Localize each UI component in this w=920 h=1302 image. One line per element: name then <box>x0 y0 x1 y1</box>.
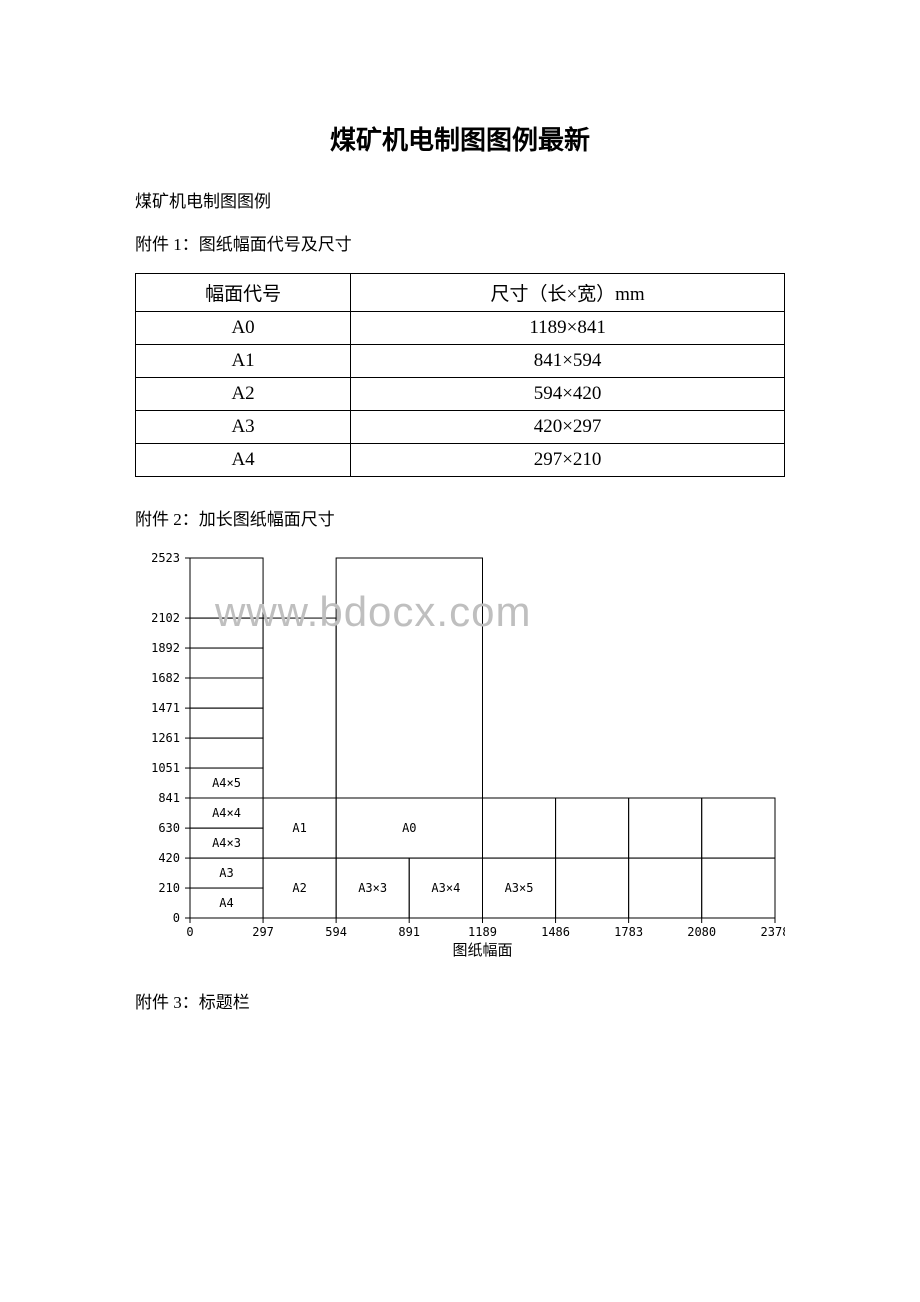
svg-text:A4×3: A4×3 <box>212 836 241 850</box>
svg-text:594: 594 <box>325 925 347 939</box>
svg-text:图纸幅面: 图纸幅面 <box>452 941 512 959</box>
svg-text:A3×4: A3×4 <box>431 881 460 895</box>
svg-text:2102: 2102 <box>151 611 180 625</box>
svg-text:1189: 1189 <box>468 925 497 939</box>
table-cell: A2 <box>136 378 351 411</box>
svg-text:2378: 2378 <box>761 925 785 939</box>
svg-text:0: 0 <box>173 911 180 925</box>
svg-text:891: 891 <box>398 925 420 939</box>
svg-text:A4×5: A4×5 <box>212 776 241 790</box>
table-row: A1841×594 <box>136 345 785 378</box>
svg-text:A2: A2 <box>292 881 306 895</box>
svg-text:630: 630 <box>158 821 180 835</box>
svg-text:2523: 2523 <box>151 551 180 565</box>
paper-size-table: 幅面代号 尺寸（长×宽）mm A01189×841A1841×594A2594×… <box>135 273 785 477</box>
svg-text:210: 210 <box>158 881 180 895</box>
table-row: A2594×420 <box>136 378 785 411</box>
svg-text:841: 841 <box>158 791 180 805</box>
svg-text:1471: 1471 <box>151 701 180 715</box>
svg-text:1486: 1486 <box>541 925 570 939</box>
table-cell: 594×420 <box>351 378 785 411</box>
annex2-label: 附件 2：加长图纸幅面尺寸 <box>135 505 785 530</box>
table-cell: A1 <box>136 345 351 378</box>
table-cell: 1189×841 <box>351 312 785 345</box>
svg-text:A3: A3 <box>219 866 233 880</box>
svg-text:A3×3: A3×3 <box>358 881 387 895</box>
svg-text:1783: 1783 <box>614 925 643 939</box>
svg-text:A0: A0 <box>402 821 416 835</box>
page-container: 煤矿机电制图图例最新 煤矿机电制图图例 附件 1：图纸幅面代号及尺寸 幅面代号 … <box>0 0 920 1071</box>
paper-size-chart: www.bdocx.com A4A3A4×3A4×4A4×5A2A1A0A3×3… <box>135 548 785 968</box>
page-title: 煤矿机电制图图例最新 <box>135 120 785 157</box>
svg-text:297: 297 <box>252 925 274 939</box>
svg-text:1892: 1892 <box>151 641 180 655</box>
svg-text:0: 0 <box>186 925 193 939</box>
svg-text:420: 420 <box>158 851 180 865</box>
table-cell: A3 <box>136 411 351 444</box>
chart-svg: A4 A3 A4×3 A4×4 A4×5 A2 A1 A0 A3×3 A3×4 A3×5 0 297 59… <box>135 548 785 963</box>
subtitle: 煤矿机电制图图例 <box>135 187 785 212</box>
svg-text:A3×5: A3×5 <box>505 881 534 895</box>
svg-text:1051: 1051 <box>151 761 180 775</box>
table-cell: A4 <box>136 444 351 477</box>
svg-text:A4: A4 <box>219 896 233 910</box>
table-row: A4297×210 <box>136 444 785 477</box>
table-cell: 420×297 <box>351 411 785 444</box>
annex3-label: 附件 3：标题栏 <box>135 988 785 1013</box>
svg-text:2080: 2080 <box>687 925 716 939</box>
table-row: A01189×841 <box>136 312 785 345</box>
annex1-label: 附件 1：图纸幅面代号及尺寸 <box>135 230 785 255</box>
svg-text:A1: A1 <box>292 821 306 835</box>
table-cell: 841×594 <box>351 345 785 378</box>
table-cell: A0 <box>136 312 351 345</box>
table-cell: 297×210 <box>351 444 785 477</box>
svg-text:1682: 1682 <box>151 671 180 685</box>
table-header: 幅面代号 <box>136 274 351 312</box>
table-row: A3420×297 <box>136 411 785 444</box>
table-header: 尺寸（长×宽）mm <box>351 274 785 312</box>
svg-text:A4×4: A4×4 <box>212 806 241 820</box>
svg-text:1261: 1261 <box>151 731 180 745</box>
